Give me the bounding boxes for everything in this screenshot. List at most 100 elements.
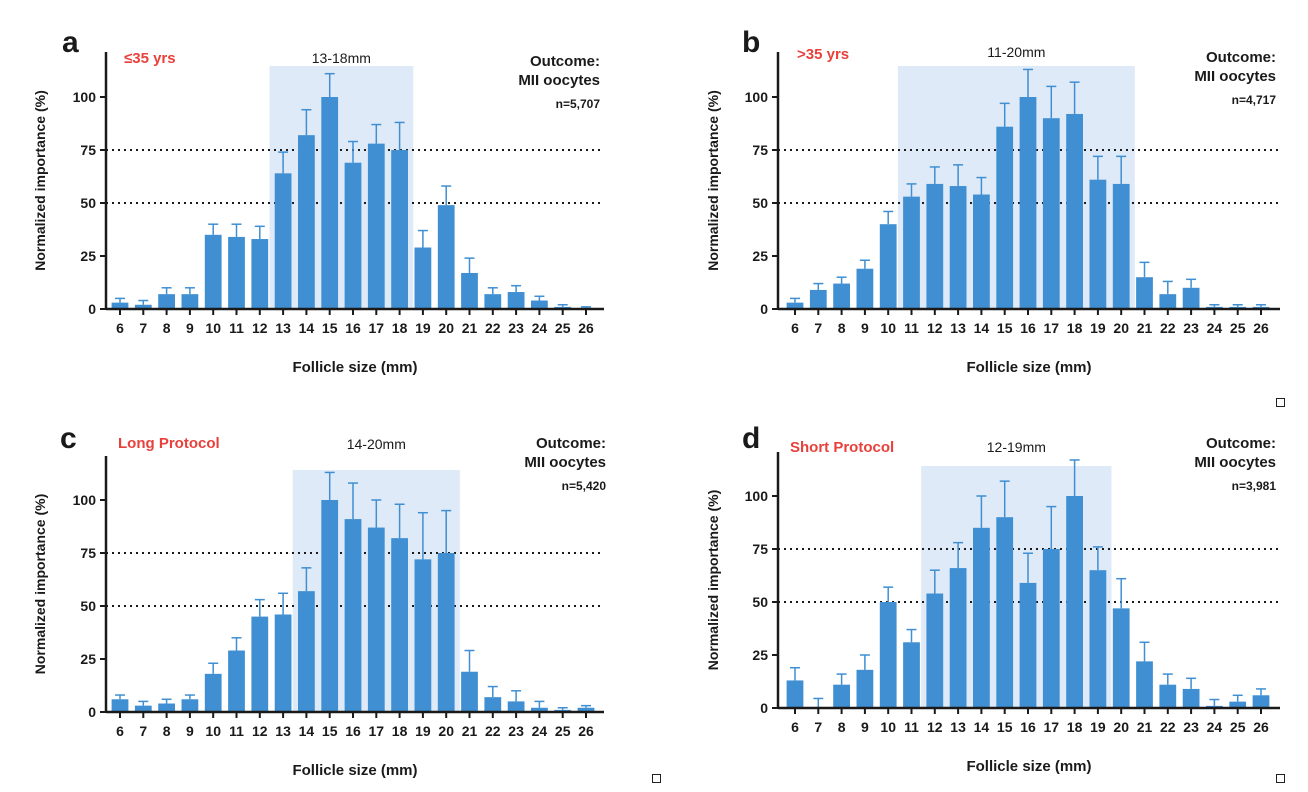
bar-25 [1229, 701, 1247, 708]
bar-21 [1136, 277, 1153, 309]
x-tick-label-10: 10 [205, 320, 221, 336]
bar-8 [158, 294, 175, 309]
x-tick-label-22: 22 [1160, 320, 1176, 336]
y-tick-label-50: 50 [752, 195, 768, 211]
x-tick-label-24: 24 [532, 320, 548, 336]
y-tick-label-100: 100 [745, 488, 769, 504]
x-tick-label-19: 19 [1090, 320, 1106, 336]
x-tick-label-8: 8 [163, 320, 171, 336]
y-tick-label-25: 25 [752, 248, 768, 264]
y-tick-label-50: 50 [752, 594, 768, 610]
panel-subtitle: Short Protocol [790, 439, 894, 456]
bar-15 [996, 517, 1014, 708]
x-tick-label-6: 6 [791, 719, 799, 735]
x-tick-label-20: 20 [438, 723, 454, 739]
x-tick-label-12: 12 [927, 320, 943, 336]
x-tick-label-20: 20 [438, 320, 454, 336]
x-tick-label-16: 16 [345, 723, 361, 739]
y-tick-label-0: 0 [88, 704, 96, 720]
x-tick-label-13: 13 [950, 320, 966, 336]
bar-6 [786, 302, 804, 309]
panel-letter: b [742, 26, 760, 59]
bar-20 [1112, 608, 1130, 708]
x-tick-label-11: 11 [229, 723, 244, 739]
panel-subtitle: Long Protocol [118, 435, 220, 452]
bar-7 [134, 304, 152, 309]
bar-23 [507, 701, 525, 712]
x-tick-label-26: 26 [1253, 320, 1269, 336]
x-tick-label-16: 16 [345, 320, 361, 336]
sample-size-label: n=3,981 [1232, 479, 1277, 493]
bar-11 [903, 196, 920, 309]
bar-12 [926, 593, 944, 708]
outcome-value: MII oocytes [1194, 68, 1276, 85]
y-tick-label-0: 0 [760, 301, 768, 317]
bar-21 [461, 272, 478, 309]
y-tick-label-25: 25 [80, 248, 96, 264]
y-axis-title: Normalized importance (%) [32, 90, 48, 270]
bar-9 [181, 294, 199, 309]
bar-11 [228, 650, 245, 712]
y-axis-title: Normalized importance (%) [32, 494, 48, 674]
outcome-value: MII oocytes [1194, 454, 1276, 471]
x-tick-label-18: 18 [1067, 320, 1083, 336]
x-tick-label-10: 10 [205, 723, 221, 739]
bar-19 [414, 247, 432, 309]
x-tick-label-18: 18 [392, 723, 408, 739]
bar-15 [321, 97, 339, 309]
bar-12 [251, 616, 269, 712]
x-tick-label-14: 14 [299, 320, 315, 336]
y-tick-label-75: 75 [80, 545, 96, 561]
bar-9 [181, 699, 199, 712]
outcome-value: MII oocytes [524, 454, 606, 471]
x-tick-label-13: 13 [275, 723, 291, 739]
highlight-range-label: 12-19mm [987, 439, 1046, 455]
x-tick-label-26: 26 [578, 723, 594, 739]
bar-23 [507, 292, 525, 309]
bar-16 [344, 162, 362, 309]
y-tick-label-75: 75 [752, 142, 768, 158]
x-tick-label-17: 17 [369, 723, 385, 739]
x-tick-label-12: 12 [252, 320, 268, 336]
x-tick-label-17: 17 [1044, 719, 1060, 735]
bar-14 [973, 194, 990, 309]
x-tick-label-15: 15 [322, 320, 338, 336]
sample-size-label: n=4,717 [1232, 93, 1277, 107]
x-tick-label-10: 10 [880, 719, 896, 735]
x-tick-label-24: 24 [1207, 719, 1223, 735]
x-tick-label-14: 14 [974, 320, 990, 336]
x-tick-label-7: 7 [139, 723, 147, 739]
x-tick-label-7: 7 [139, 320, 147, 336]
bar-24 [531, 300, 548, 309]
bar-9 [856, 268, 874, 309]
panel-b-corner-checkbox[interactable] [1276, 398, 1285, 407]
y-axis-title: Normalized importance (%) [705, 90, 721, 270]
panel-c-corner-checkbox[interactable] [652, 774, 661, 783]
bar-10 [204, 234, 222, 309]
bar-22 [1159, 684, 1177, 708]
x-tick-label-21: 21 [462, 320, 478, 336]
bar-14 [973, 527, 990, 708]
bar-16 [344, 519, 362, 712]
bar-24 [531, 707, 548, 712]
bar-17 [1042, 118, 1060, 309]
bar-8 [833, 283, 850, 309]
y-tick-label-100: 100 [73, 492, 97, 508]
panel-d-corner-checkbox[interactable] [1276, 774, 1285, 783]
bar-20 [437, 205, 455, 309]
sample-size-label: n=5,707 [556, 97, 601, 111]
bar-22 [484, 294, 502, 309]
x-tick-label-8: 8 [163, 723, 171, 739]
x-tick-label-19: 19 [415, 723, 431, 739]
y-tick-label-50: 50 [80, 598, 96, 614]
x-tick-label-15: 15 [997, 719, 1013, 735]
x-tick-label-20: 20 [1113, 719, 1129, 735]
x-axis-title: Follicle size (mm) [292, 359, 417, 376]
panel-d: 12-19mm 0 25 50 75 100 6 7 8 9 10 11 12 13 14 15 16 17 18 1… [705, 422, 1280, 775]
x-tick-label-11: 11 [904, 719, 919, 735]
x-tick-label-17: 17 [369, 320, 385, 336]
bar-17 [1042, 549, 1060, 708]
x-tick-label-14: 14 [974, 719, 990, 735]
x-tick-label-15: 15 [322, 723, 338, 739]
x-tick-label-25: 25 [1230, 719, 1246, 735]
